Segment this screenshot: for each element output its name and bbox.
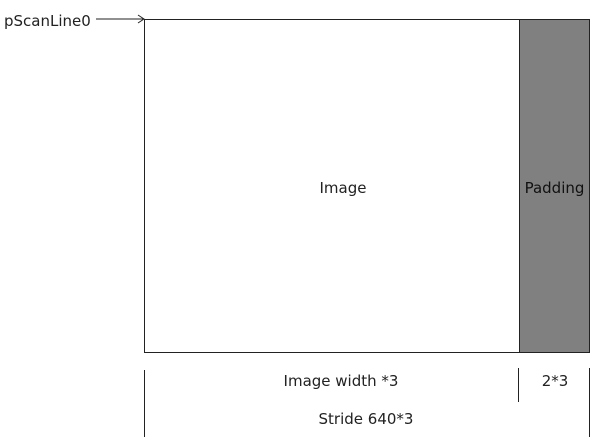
image-region bbox=[144, 19, 520, 353]
padding-width-label: 2*3 bbox=[542, 372, 569, 390]
stride-label: Stride 640*3 bbox=[319, 410, 414, 428]
image-label: Image bbox=[320, 179, 367, 197]
padding-label: Padding bbox=[525, 179, 585, 197]
image-width-label: Image width *3 bbox=[284, 372, 399, 390]
padding-region bbox=[519, 19, 590, 353]
pointer-arrow bbox=[96, 14, 145, 24]
pointer-label: pScanLine0 bbox=[4, 12, 91, 30]
